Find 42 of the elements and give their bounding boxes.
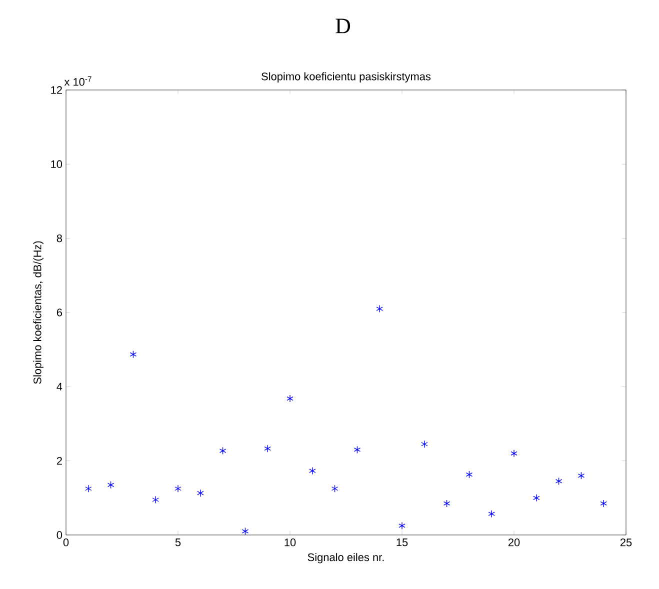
point bbox=[443, 500, 450, 508]
point bbox=[510, 450, 518, 458]
text: D bbox=[336, 18, 350, 34]
point bbox=[354, 446, 361, 454]
chart-title: Slopimo koeficientu pasiskirstymas bbox=[262, 72, 431, 82]
y-axis-title: Slopimo koeficientas, dB/(Hz) bbox=[33, 241, 44, 384]
point bbox=[398, 522, 406, 530]
y-tick-label: 8 bbox=[56, 234, 62, 242]
point bbox=[488, 510, 495, 518]
x-tick-label: 25 bbox=[620, 538, 632, 546]
point bbox=[85, 484, 92, 492]
point bbox=[376, 304, 383, 313]
point bbox=[286, 394, 294, 402]
point bbox=[555, 477, 562, 486]
point bbox=[219, 446, 226, 455]
x-tick-label: 20 bbox=[508, 538, 520, 546]
y-tick-label: 4 bbox=[56, 382, 62, 390]
x-tick-label: 5 bbox=[175, 538, 181, 546]
x-tick-label: 0 bbox=[63, 538, 69, 546]
point bbox=[331, 484, 338, 492]
y-tick-label: 2 bbox=[56, 457, 62, 465]
x-tick-label: 10 bbox=[284, 538, 296, 546]
point bbox=[264, 444, 271, 452]
point bbox=[174, 484, 182, 492]
text: x 10$^{-7}$ bbox=[64, 76, 92, 86]
y-tick-label: 10 bbox=[51, 160, 62, 168]
point bbox=[421, 440, 428, 448]
point bbox=[130, 350, 137, 358]
y-tick-label: 12 bbox=[51, 86, 62, 94]
point bbox=[309, 466, 316, 475]
point bbox=[466, 470, 473, 478]
x-tick-label: 15 bbox=[396, 538, 408, 546]
y-tick-label: 6 bbox=[56, 308, 62, 316]
y-tick-label: 0 bbox=[56, 531, 62, 539]
point bbox=[197, 489, 204, 497]
x-axis-title: Signalo eiles nr. bbox=[308, 553, 384, 564]
point bbox=[578, 472, 585, 480]
point bbox=[600, 500, 607, 508]
point bbox=[107, 481, 114, 489]
point bbox=[152, 496, 159, 504]
point bbox=[533, 494, 540, 502]
point bbox=[242, 527, 249, 536]
